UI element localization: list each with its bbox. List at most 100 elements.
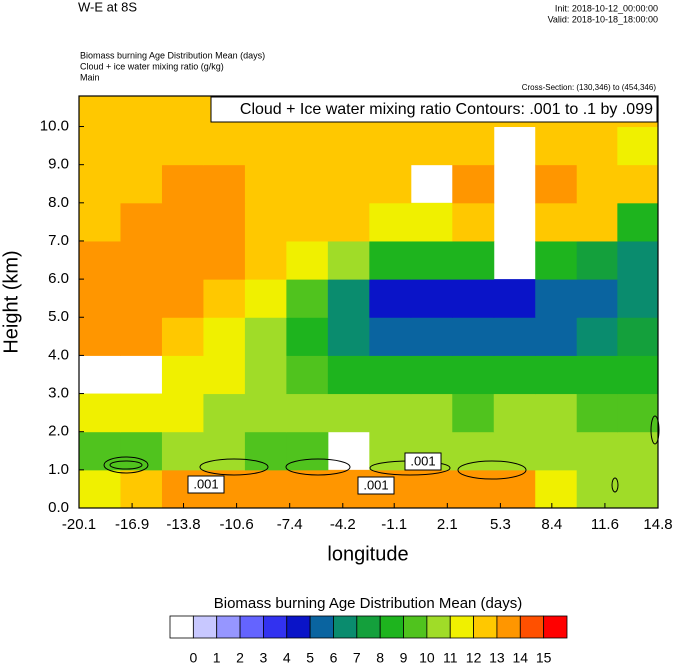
- contour-label-box: [187, 475, 225, 494]
- colorbar-box: [403, 615, 428, 639]
- field-cell: [244, 393, 287, 433]
- x-tick-label: 8.4: [541, 516, 562, 533]
- colorbar-label: 9: [400, 650, 408, 666]
- field-cell: [286, 279, 329, 318]
- colorbar-box: [379, 615, 404, 639]
- field-cell: [535, 317, 578, 356]
- cross-section: Cross-Section: (130,346) to (454,346): [522, 83, 657, 92]
- x-tick-label: -20.1: [62, 516, 96, 533]
- field-cell: [79, 431, 121, 471]
- colorbar-label: 0: [189, 650, 197, 666]
- field-cell: [244, 164, 287, 204]
- field-cell: [120, 240, 163, 280]
- field-cell: [161, 126, 204, 166]
- field-cell: [327, 164, 370, 204]
- field-cell: [369, 393, 412, 433]
- colorbar-box: [496, 615, 521, 639]
- field-cell: [535, 431, 578, 471]
- x-axis-label: longitude: [327, 543, 408, 565]
- field-cell: [493, 393, 536, 433]
- field-cell: [410, 317, 453, 356]
- field-cell: [576, 279, 618, 318]
- field-cell: [120, 126, 163, 166]
- y-tick-label: 1.0: [48, 461, 69, 478]
- field-cell: [244, 317, 287, 356]
- contour-field-label: Cloud + ice water mixing ratio (g/kg): [80, 61, 224, 71]
- field-cell: [493, 431, 536, 471]
- x-tick-label: -7.4: [277, 516, 303, 533]
- field-cell: [286, 164, 329, 204]
- colorbar-box: [309, 615, 334, 639]
- valid-time: Valid: 2018-10-18_18:00:00: [548, 14, 658, 24]
- field-cell: [327, 355, 370, 395]
- field-cell: [576, 126, 618, 166]
- field-cell: [369, 202, 412, 242]
- colorbar-label: 4: [283, 650, 291, 666]
- field-cell: [452, 279, 495, 318]
- field-cell: [286, 202, 329, 242]
- field-cell: [576, 355, 618, 395]
- colorbar-label: 10: [419, 650, 435, 666]
- field-cell: [286, 355, 329, 395]
- field-cell: [369, 240, 412, 280]
- field-cell: [161, 393, 204, 433]
- plot-frame: [78, 95, 659, 509]
- colorbar-box: [239, 615, 264, 639]
- field-cell: [410, 240, 453, 280]
- colorbar-label: 14: [513, 650, 529, 666]
- field-cell: [79, 202, 121, 242]
- contour-line: [199, 458, 269, 476]
- domain-label: Main: [80, 72, 100, 82]
- y-tick-label: 4.0: [48, 346, 69, 363]
- x-tick-label: 2.1: [437, 516, 458, 533]
- x-tick-label: -10.6: [220, 516, 254, 533]
- field-cell: [120, 164, 163, 204]
- field-cell: [369, 279, 412, 318]
- contour-label-box: [404, 452, 442, 471]
- field-cell: [493, 355, 536, 395]
- field-cell: [327, 279, 370, 318]
- field-cell: [327, 126, 370, 166]
- field-cell: [327, 317, 370, 356]
- y-tick-label: 9.0: [48, 156, 69, 173]
- colorbar-label: 13: [489, 650, 505, 666]
- field-cell: [535, 393, 578, 433]
- field-cell: [535, 126, 578, 166]
- field-cell: [79, 393, 121, 433]
- field-cell: [286, 431, 329, 471]
- field-cell: [120, 469, 163, 509]
- colorbar-label: 2: [236, 650, 244, 666]
- colorbar-box: [449, 615, 474, 639]
- field-cell: [161, 240, 204, 280]
- field-cell: [617, 355, 659, 395]
- field-cell: [452, 126, 495, 166]
- field-cell: [535, 355, 578, 395]
- field-cell: [286, 240, 329, 280]
- field-cell: [452, 240, 495, 280]
- field-cell: [120, 317, 163, 356]
- field-cell: [244, 279, 287, 318]
- field-cell: [161, 279, 204, 318]
- field-cell: [327, 202, 370, 242]
- field-cell: [410, 355, 453, 395]
- field-cell: [493, 469, 536, 509]
- contour-label: .001: [193, 476, 218, 491]
- colorbar-label: 8: [376, 650, 384, 666]
- y-tick-label: 0.0: [48, 499, 69, 516]
- field-cell: [410, 469, 453, 509]
- field-cell: [576, 393, 618, 433]
- field-cell: [452, 355, 495, 395]
- contour-label-box: [357, 476, 395, 495]
- field-cell: [79, 164, 121, 204]
- colorbar-box: [263, 615, 288, 639]
- field-cell: [203, 202, 246, 242]
- field-cell: [535, 240, 578, 280]
- field-cell: [617, 469, 659, 509]
- colorbar-box: [473, 615, 498, 639]
- colorbar-label: 7: [353, 650, 361, 666]
- colorbar-box: [519, 615, 545, 639]
- field-cell: [369, 317, 412, 356]
- field-cell: [535, 202, 578, 242]
- field-cell: [576, 202, 618, 242]
